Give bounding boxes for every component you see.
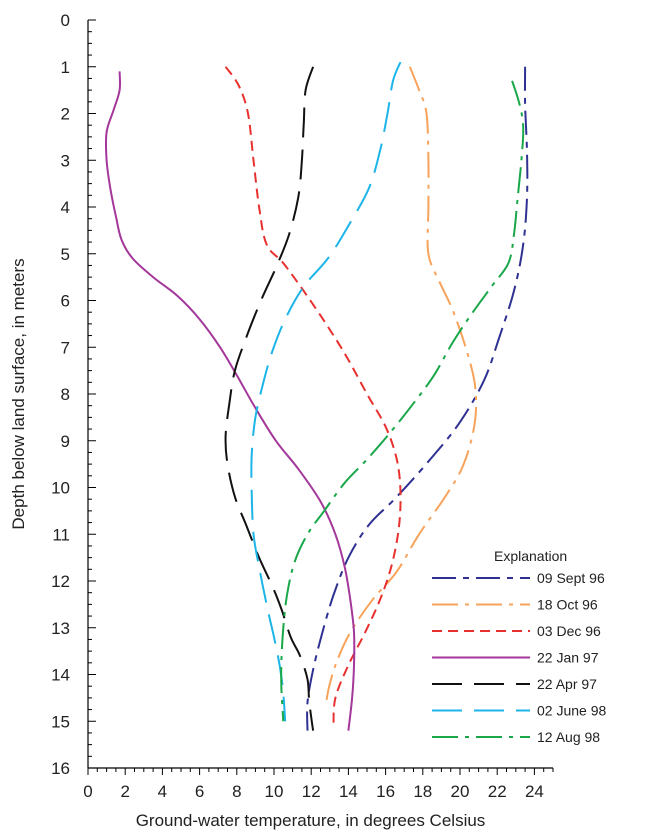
- y-tick-label: 14: [51, 666, 70, 685]
- legend-label: 22 Apr 97: [537, 676, 597, 692]
- x-tick-label: 10: [265, 782, 284, 801]
- y-tick-label: 3: [61, 151, 70, 170]
- x-tick-label: 0: [83, 782, 92, 801]
- y-tick-label: 9: [61, 432, 70, 451]
- x-tick-label: 6: [195, 782, 204, 801]
- legend-label: 18 Oct 96: [537, 597, 598, 613]
- legend-label: 12 Aug 98: [537, 729, 600, 745]
- series-lines: [104, 61, 529, 731]
- legend-label: 22 Jan 97: [537, 650, 599, 666]
- x-tick-label: 12: [302, 782, 321, 801]
- x-tick-label: 2: [120, 782, 129, 801]
- legend-items: 09 Sept 96 18 Oct 96 03 Dec 96 22 Jan 97 22 …: [432, 570, 606, 745]
- x-tick-label: 22: [488, 782, 507, 801]
- x-axis-ticks: 0 2 4 6 8 10 12 14 16 18 20 22 24: [83, 768, 554, 801]
- x-tick-label: 18: [413, 782, 432, 801]
- x-tick-label: 20: [451, 782, 470, 801]
- y-tick-label: 4: [61, 198, 70, 217]
- y-axis-label: Depth below land surface, in meters: [9, 258, 28, 529]
- x-tick-label: 16: [376, 782, 395, 801]
- x-tick-label: 8: [232, 782, 241, 801]
- y-tick-label: 16: [51, 759, 70, 778]
- x-tick-label: 4: [158, 782, 167, 801]
- y-tick-label: 1: [61, 58, 70, 77]
- x-tick-label: 24: [525, 782, 544, 801]
- series-line-1: [306, 66, 529, 731]
- y-tick-label: 2: [61, 105, 70, 124]
- legend-label: 09 Sept 96: [537, 570, 605, 586]
- series-line-5: [224, 66, 315, 731]
- y-tick-label: 7: [61, 338, 70, 357]
- y-tick-label: 10: [51, 479, 70, 498]
- y-tick-label: 13: [51, 619, 70, 638]
- series-line-6: [250, 61, 402, 722]
- x-axis-label: Ground-water temperature, in degrees Cel…: [136, 811, 486, 830]
- legend-title: Explanation: [494, 548, 567, 564]
- series-line-3: [224, 66, 402, 726]
- y-tick-label: 11: [52, 525, 70, 544]
- series-line-7: [280, 80, 525, 722]
- series-line-4: [104, 71, 356, 731]
- y-tick-label: 6: [61, 292, 70, 311]
- legend-label: 03 Dec 96: [537, 623, 601, 639]
- x-tick-label: 14: [339, 782, 358, 801]
- y-tick-label: 5: [61, 245, 70, 264]
- y-tick-label: 0: [61, 11, 70, 30]
- y-tick-label: 12: [51, 572, 70, 591]
- y-tick-label: 8: [61, 385, 70, 404]
- legend: Explanation 09 Sept 96 18 Oct 96 03 Dec 96…: [432, 548, 606, 745]
- y-tick-label: 15: [51, 712, 70, 731]
- axes: 0 2 4 6 8 10 12 14 16 18 20 22 24 012345678910111213…: [51, 11, 554, 801]
- legend-label: 02 June 98: [537, 703, 606, 719]
- series-line-2: [325, 66, 478, 703]
